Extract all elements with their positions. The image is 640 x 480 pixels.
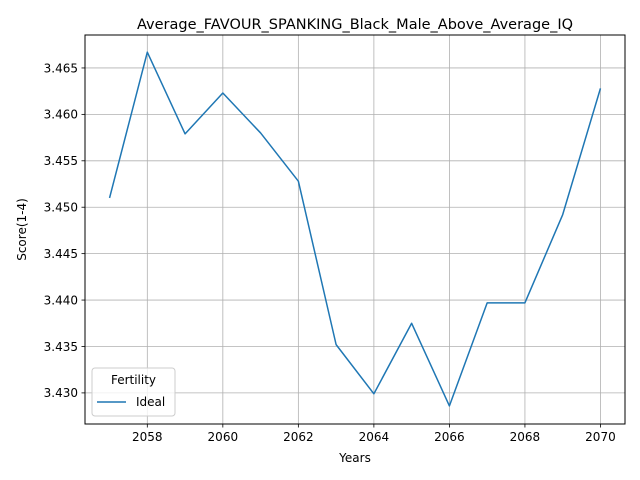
y-tick-label: 3.445 xyxy=(44,247,78,261)
x-tick-label: 2060 xyxy=(208,430,239,444)
y-tick-label: 3.435 xyxy=(44,340,78,354)
y-tick-label: 3.430 xyxy=(44,386,78,400)
legend-title: Fertility xyxy=(111,373,156,387)
y-tick-label: 3.455 xyxy=(44,154,78,168)
x-tick-label: 2068 xyxy=(510,430,541,444)
series-layer xyxy=(108,51,602,407)
series-line-ideal xyxy=(108,51,602,407)
plot-frame xyxy=(84,34,626,425)
x-tick-label: 2064 xyxy=(359,430,390,444)
y-tick-label: 3.440 xyxy=(44,293,78,307)
y-tick-label: 3.460 xyxy=(44,108,78,122)
legend: Fertility Ideal xyxy=(91,367,176,417)
y-tick-label: 3.465 xyxy=(44,61,78,75)
x-tick-label: 2062 xyxy=(283,430,314,444)
legend-box xyxy=(91,367,176,417)
x-tick-label: 2058 xyxy=(132,430,163,444)
chart-title: Average_FAVOUR_SPANKING_Black_Male_Above… xyxy=(137,17,573,33)
y-tick-label: 3.450 xyxy=(44,201,78,215)
legend-entry-ideal: Ideal xyxy=(136,395,165,409)
x-tick-label: 2070 xyxy=(585,430,616,444)
ticks: 2058 2060 2062 2064 2066 2068 2070 3.430 3.435 3.… xyxy=(44,61,616,444)
y-axis-label: Score(1-4) xyxy=(15,198,29,261)
x-axis-label: Years xyxy=(338,451,371,465)
x-tick-label: 2066 xyxy=(434,430,465,444)
